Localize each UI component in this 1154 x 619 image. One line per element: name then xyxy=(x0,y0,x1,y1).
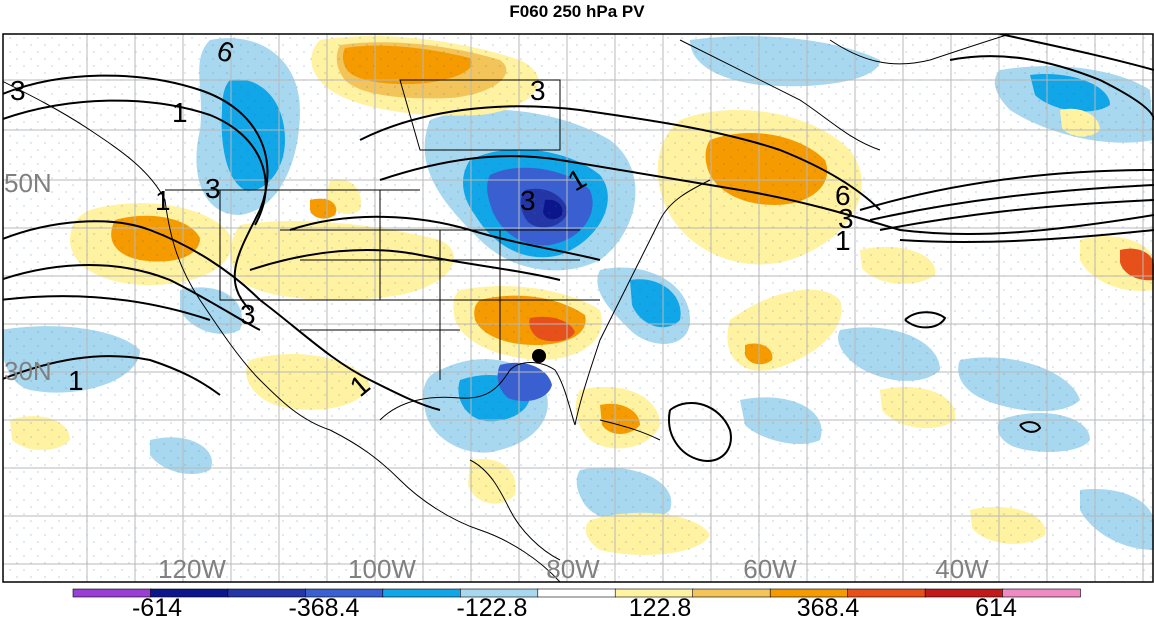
colorbar-swatch xyxy=(72,588,152,598)
colorbar-tick-labels: -614 -368.4 -122.8 122.8 368.4 614 xyxy=(132,594,1017,619)
lon-label-100w: 100W xyxy=(348,554,416,584)
contour-label: 3 xyxy=(10,75,26,106)
lon-label-40w: 40W xyxy=(935,554,989,584)
cyclone-center-marker xyxy=(532,349,546,363)
contour-label: 3 xyxy=(520,185,536,216)
colorbar-tick-label: 122.8 xyxy=(629,594,692,619)
latitude-labels: 50N 30N xyxy=(4,168,52,386)
contour-label: 1 xyxy=(172,97,188,128)
colorbar-swatch xyxy=(305,588,384,598)
colorbar-swatch xyxy=(150,588,229,598)
colorbar-tick-label: -368.4 xyxy=(289,594,360,619)
colorbar-swatch xyxy=(847,588,926,598)
colorbar-swatches xyxy=(72,588,1081,598)
lon-label-120w: 120W xyxy=(158,554,226,584)
contour-label: 1 xyxy=(155,185,171,216)
contour-label: 3 xyxy=(838,203,854,234)
map-frame xyxy=(2,33,1154,583)
contour-label: 1 xyxy=(68,365,84,396)
colorbar-swatch xyxy=(382,588,462,598)
lat-label-30n: 30N xyxy=(4,356,52,386)
colorbar-swatch xyxy=(614,588,694,598)
colorbar-tick-label: 614 xyxy=(975,594,1017,619)
colorbar-tick-label: -614 xyxy=(132,594,182,619)
contour-label: 1 xyxy=(835,225,851,256)
lon-label-60w: 60W xyxy=(743,554,797,584)
colorbar-tick-label: 368.4 xyxy=(797,594,860,619)
contour-label: 6 xyxy=(835,180,851,211)
contour-label: 3 xyxy=(530,75,546,106)
longitude-labels: 120W 100W 80W 60W 40W xyxy=(158,554,989,584)
colorbar-swatch xyxy=(692,588,772,598)
colorbar-swatch xyxy=(227,588,307,598)
lat-label-50n: 50N xyxy=(4,168,52,198)
lat-lon-grid xyxy=(3,34,1154,582)
colorbar-swatch xyxy=(459,588,539,598)
contour-label: 3 xyxy=(205,173,221,204)
pv-contours xyxy=(3,34,1154,462)
coastlines-and-borders xyxy=(3,34,1011,582)
colorbar-swatch xyxy=(769,588,849,598)
lon-label-80w: 80W xyxy=(546,554,600,584)
colorbar-tick-label: -122.8 xyxy=(457,594,528,619)
colorbar-swatch xyxy=(924,588,1004,598)
figure-title: F060 250 hPa PV xyxy=(509,2,645,21)
colorbar-swatch xyxy=(537,588,617,598)
contour-label: 3 xyxy=(240,299,256,330)
colorbar-swatch xyxy=(1002,588,1081,598)
map-panel: 6 1 3 3 1 3 3 1 3 6 3 1 1 1 50N 30N 120W… xyxy=(2,33,1154,584)
